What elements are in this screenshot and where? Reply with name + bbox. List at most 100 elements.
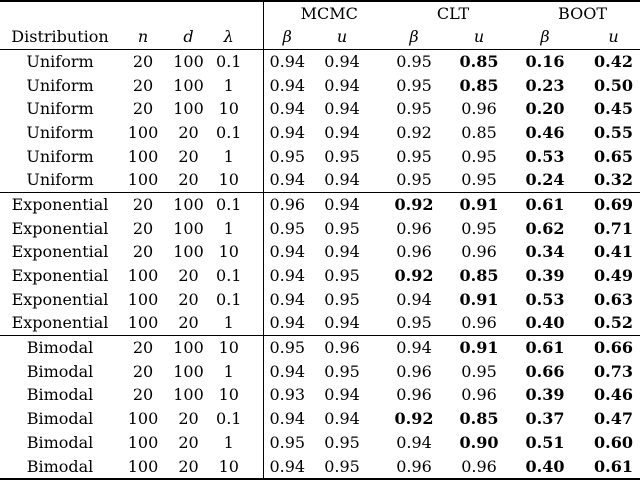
value-cell: 0.94 <box>262 49 311 74</box>
lambda-cell: 0.1 <box>216 265 242 285</box>
value-cell: 0.95 <box>461 170 497 190</box>
d-cell: 20 <box>178 170 199 190</box>
n-cell: 20 <box>120 334 166 360</box>
value-cell: 0.94 <box>262 406 311 431</box>
distribution-cell: Bimodal <box>26 361 94 381</box>
value-cell: 0.71 <box>594 218 633 238</box>
value-cell: 0.42 <box>594 51 633 71</box>
distribution-cell: Exponential <box>11 218 109 238</box>
value-cell: 0.96 <box>461 99 497 119</box>
value-cell: 0.24 <box>525 170 565 190</box>
distribution-cell: Uniform <box>26 122 94 142</box>
distribution-cell: Uniform <box>26 75 94 95</box>
value-cell: 0.16 <box>525 51 565 71</box>
group-header-clt: CLT <box>436 4 470 23</box>
value-cell: 0.95 <box>461 146 497 166</box>
value-cell: 0.95 <box>262 144 311 168</box>
value-cell: 0.94 <box>324 99 360 119</box>
value-cell: 0.90 <box>459 432 499 452</box>
value-cell: 0.92 <box>394 265 434 285</box>
table-body: Uniform 20 100 0.1 0.94 0.94 0.95 0.85 0.16 0.42 U… <box>0 49 640 479</box>
value-cell: 0.95 <box>262 430 311 455</box>
value-cell: 0.40 <box>525 313 565 333</box>
value-cell: 0.95 <box>396 51 432 71</box>
value-cell: 0.92 <box>373 191 455 217</box>
column-header-distribution: Distribution <box>0 25 120 50</box>
n-cell: 100 <box>127 289 159 309</box>
column-header-mcmc-beta: β <box>262 25 311 50</box>
value-cell: 0.94 <box>324 242 360 262</box>
value-cell: 0.45 <box>594 99 633 119</box>
value-cell: 0.61 <box>503 191 588 217</box>
lambda-cell: 10 <box>218 170 239 190</box>
value-cell: 0.94 <box>262 263 311 288</box>
value-cell: 0.95 <box>324 289 360 309</box>
value-cell: 0.20 <box>525 99 565 119</box>
value-cell: 0.39 <box>525 385 565 405</box>
value-cell: 0.53 <box>525 289 565 309</box>
value-cell: 0.94 <box>262 359 311 384</box>
value-cell: 0.94 <box>324 313 360 333</box>
distribution-cell: Bimodal <box>26 409 94 429</box>
value-cell: 0.94 <box>262 167 311 193</box>
value-cell: 0.94 <box>324 170 360 190</box>
column-header-lambda: λ <box>211 25 263 50</box>
value-cell: 0.95 <box>324 218 360 238</box>
value-cell: 0.50 <box>594 75 633 95</box>
value-cell: 0.96 <box>396 385 432 405</box>
value-cell: 0.73 <box>594 361 633 381</box>
value-cell: 0.94 <box>262 310 311 336</box>
value-cell: 0.65 <box>594 146 633 166</box>
lambda-cell: 0.1 <box>216 122 242 142</box>
d-cell: 100 <box>173 242 204 262</box>
n-cell: 20 <box>132 385 154 405</box>
table-row: Bimodal 20 100 10 0.95 0.96 0.94 0.91 0.61 0.66 <box>0 334 640 360</box>
distribution-cell: Exponential <box>11 313 109 333</box>
table-row: Exponential 100 20 0.1 0.94 0.95 0.92 0.85 0.39 0… <box>0 263 640 288</box>
group-header-boot: BOOT <box>558 4 607 23</box>
lambda-cell: 1 <box>223 313 234 333</box>
n-cell: 100 <box>127 432 159 452</box>
value-cell: 0.34 <box>525 242 565 262</box>
value-cell: 0.53 <box>525 146 565 166</box>
value-cell: 0.32 <box>594 170 633 190</box>
d-cell: 100 <box>166 334 211 360</box>
table-row: Uniform 20 100 10 0.94 0.94 0.95 0.96 0.20 0.45 <box>0 96 640 121</box>
value-cell: 0.96 <box>461 456 497 476</box>
value-cell: 0.95 <box>396 99 432 119</box>
value-cell: 0.62 <box>525 218 565 238</box>
value-cell: 0.96 <box>262 191 311 217</box>
value-cell: 0.95 <box>396 146 432 166</box>
lambda-cell: 0.1 <box>216 289 242 309</box>
value-cell: 0.66 <box>587 334 640 360</box>
lambda-cell: 1 <box>223 218 234 238</box>
table-row: Bimodal 20 100 1 0.94 0.95 0.96 0.95 0.66 0.73 <box>0 359 640 384</box>
value-cell: 0.85 <box>461 122 497 142</box>
d-cell: 100 <box>173 75 204 95</box>
lambda-cell: 1 <box>223 361 234 381</box>
value-cell: 0.39 <box>525 265 565 285</box>
distribution-cell: Uniform <box>26 99 94 119</box>
value-cell: 0.91 <box>455 191 504 217</box>
value-cell: 0.94 <box>396 432 432 452</box>
n-cell: 100 <box>127 409 159 429</box>
lambda-cell: 1 <box>223 432 234 452</box>
d-cell: 100 <box>173 51 204 71</box>
value-cell: 0.95 <box>262 216 311 240</box>
value-cell: 0.94 <box>311 191 373 217</box>
value-cell: 0.23 <box>525 75 565 95</box>
value-cell: 0.94 <box>324 75 360 95</box>
value-cell: 0.95 <box>324 265 360 285</box>
n-cell: 100 <box>127 456 159 476</box>
lambda-cell: 1 <box>223 146 234 166</box>
lambda-cell: 1 <box>223 75 234 95</box>
value-cell: 0.95 <box>396 313 432 333</box>
value-cell: 0.94 <box>396 289 432 309</box>
value-cell: 0.95 <box>461 218 497 238</box>
table-row: Exponential 20 100 0.1 0.96 0.94 0.92 0.91 0.61 0… <box>0 191 640 217</box>
value-cell: 0.55 <box>594 122 633 142</box>
d-cell: 100 <box>173 218 204 238</box>
d-cell: 20 <box>178 146 199 166</box>
